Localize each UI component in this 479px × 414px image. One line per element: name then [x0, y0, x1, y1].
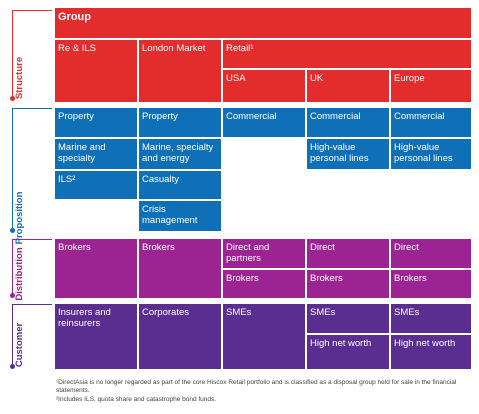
eu-hnw-box: High net worth	[391, 335, 471, 369]
europe-box: Europe	[391, 70, 471, 102]
uk-box: UK	[307, 70, 389, 102]
eu-commercial-box: Commercial	[391, 108, 471, 137]
eu-direct-box: Direct	[391, 239, 471, 268]
eu-smes-box: SMEs	[391, 304, 471, 333]
lm-marine-box: Marine, specialty and energy	[139, 139, 221, 169]
lm-customer-box: Corporates	[139, 304, 221, 369]
distribution-rail-tick	[12, 239, 52, 240]
structure-rail-dot	[10, 96, 15, 101]
uk-brokers-box: Brokers	[307, 270, 389, 298]
usa-brokers-box: Brokers	[223, 270, 305, 298]
lm-property-box: Property	[139, 108, 221, 137]
section-label-structure: Structure	[14, 56, 25, 100]
re-property-box: Property	[55, 108, 137, 137]
lm-casualty-box: Casualty	[139, 171, 221, 199]
london-market-box: London Market	[139, 40, 221, 102]
structure-rail-tick	[12, 10, 52, 11]
usa-direct-box: Direct and partners	[223, 239, 305, 268]
group-box: Group	[55, 8, 471, 38]
re-ils-box: Re & ILS	[55, 40, 137, 102]
lm-brokers-box: Brokers	[139, 239, 221, 298]
usa-smes-box: SMEs	[223, 304, 305, 369]
proposition-rail-tick	[12, 108, 52, 109]
customer-rail	[12, 304, 13, 366]
usa-box: USA	[223, 70, 305, 102]
customer-rail-dot	[10, 364, 15, 369]
lm-crisis-box: Crisis management	[139, 201, 221, 231]
retail-box: Retail¹	[223, 40, 471, 68]
re-marine-box: Marine and specialty	[55, 139, 137, 169]
eu-brokers-box: Brokers	[391, 270, 471, 298]
usa-commercial-box: Commercial	[223, 108, 305, 137]
distribution-rail	[12, 239, 13, 295]
distribution-rail-dot	[10, 293, 15, 298]
section-label-customer: Customer	[14, 322, 25, 368]
footnote-1: ¹DirectAsia is no longer regarded as par…	[56, 379, 457, 394]
structure-rail	[12, 10, 13, 98]
uk-hv-box: High-value personal lines	[307, 139, 389, 169]
customer-rail-tick	[12, 304, 52, 305]
re-ils-prop-box: ILS²	[55, 171, 137, 199]
footnote-2: ²Includes ILS, quota share and catastrop…	[56, 396, 217, 403]
uk-smes-box: SMEs	[307, 304, 389, 333]
re-brokers-box: Brokers	[55, 239, 137, 298]
uk-direct-box: Direct	[307, 239, 389, 268]
eu-hv-box: High-value personal lines	[391, 139, 471, 169]
proposition-rail	[12, 108, 13, 230]
re-customer-box: Insurers and reinsurers	[55, 304, 137, 369]
proposition-rail-dot	[10, 228, 15, 233]
uk-hnw-box: High net worth	[307, 335, 389, 369]
uk-commercial-box: Commercial	[307, 108, 389, 137]
